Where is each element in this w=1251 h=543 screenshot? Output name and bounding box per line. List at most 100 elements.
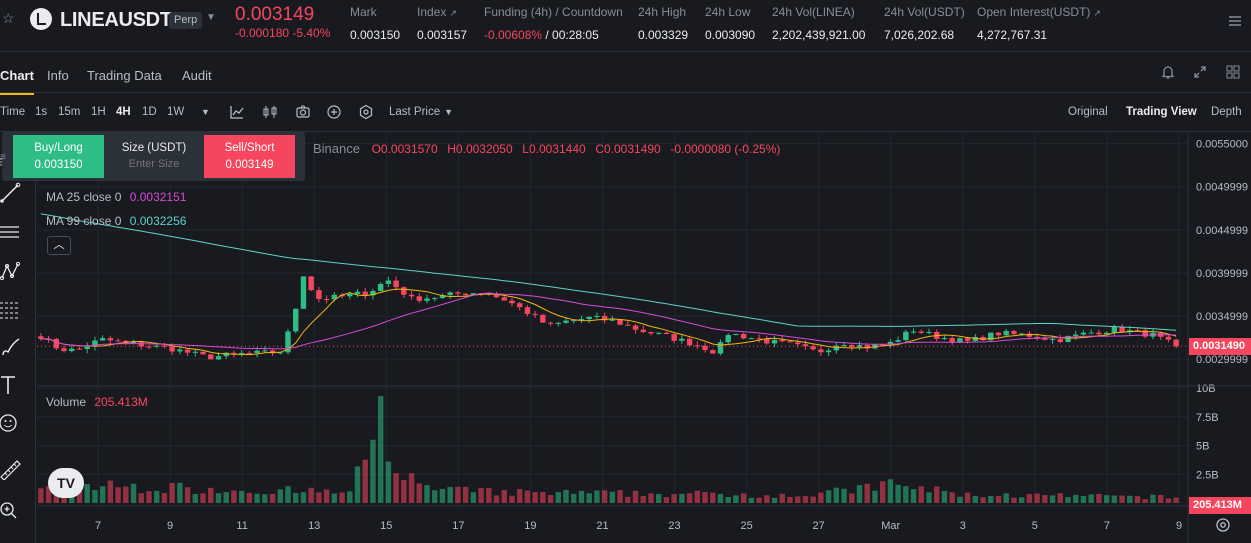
fullscreen-icon[interactable] [1192,64,1208,80]
candle-body [362,291,368,296]
stat-index[interactable]: Index ↗ 0.003157 [417,5,467,42]
tab-trading-data[interactable]: Trading Data [87,68,162,83]
interval-1w[interactable]: 1W [167,106,185,118]
ohlc-change: -0.0000080 (-0.25%) [670,142,781,156]
candle-body [439,295,446,299]
symbol-dropdown-icon[interactable]: ▼ [206,12,216,23]
candle-body [733,334,739,336]
volume-bar [910,489,917,503]
collapse-legend-button[interactable]: ︿ [47,236,71,255]
volume-bar [964,492,971,503]
zoom-icon[interactable] [0,500,22,522]
candle-body [957,338,963,343]
external-link-icon[interactable]: ↗ [1093,8,1101,18]
candle-body [501,297,507,301]
volume-bar [231,490,237,503]
emoji-icon[interactable] [0,412,22,434]
volume-bar [1065,497,1071,503]
chart-settings-icon[interactable] [1215,517,1231,533]
trend-line-icon[interactable] [0,182,22,204]
settings-hexagon-icon[interactable] [358,104,374,120]
ma25-legend[interactable]: MA 25 close 0 0.0032151 [46,190,186,204]
bell-icon[interactable] [1160,64,1176,80]
drawing-toolbar [0,133,36,543]
drag-handle-icon[interactable]: ≡ [0,152,6,163]
volume-bar [1119,495,1125,503]
sell-short-button[interactable]: Sell/Short 0.003149 [204,135,295,178]
stat-open-interest[interactable]: Open Interest(USDT) ↗ 4,272,767.31 [977,5,1101,42]
horizontal-lines-icon[interactable] [0,222,22,244]
volume-bar [710,492,716,503]
size-input[interactable] [109,158,199,170]
buy-long-button[interactable]: Buy/Long 0.003150 [13,135,104,178]
interval-time[interactable]: Time [0,106,26,118]
ruler-icon[interactable] [0,458,22,481]
volume-bar [84,483,90,503]
view-original[interactable]: Original [1068,106,1108,118]
indicator-icon[interactable] [229,104,245,120]
candle-body [238,352,245,354]
text-icon[interactable] [0,374,22,396]
pattern-icon[interactable] [0,260,22,282]
interval-4h[interactable]: 4H [116,106,131,118]
volume-bar [1003,493,1009,503]
favorite-star-icon[interactable]: ☆ [2,10,15,26]
candle-body [146,346,152,348]
volume-bar [331,493,338,503]
brush-icon[interactable] [0,336,22,358]
sell-price: 0.003149 [225,159,274,171]
external-link-icon[interactable]: ↗ [449,8,457,18]
candle-body [663,332,670,335]
volume-bar [76,488,83,503]
candle-body [818,349,824,353]
chevron-down-icon: ▼ [444,107,454,117]
candle-body [277,352,283,354]
interval-more-icon[interactable]: ▼ [201,107,210,117]
volume-bar [756,497,762,503]
view-trading-view[interactable]: Trading View [1126,106,1197,118]
tab-audit[interactable]: Audit [182,68,212,83]
ohlc-close: C0.0031490 [595,142,661,156]
interval-1s[interactable]: 1s [35,106,48,118]
interval-1h[interactable]: 1H [91,106,106,118]
ma99-legend[interactable]: MA 99 close 0 0.0032256 [46,214,186,228]
list-icon[interactable] [1228,14,1242,28]
volume-bar [246,492,253,503]
ohlc-legend: · Binance O0.0031570 H0.0032050 L0.00314… [301,141,780,156]
ohlc-high: H0.0032050 [447,142,513,156]
view-depth[interactable]: Depth [1211,106,1242,118]
price-type-select[interactable]: Last Price ▼ [389,106,453,118]
tab-info[interactable]: Info [47,68,69,83]
candle-body [300,276,307,309]
volume-bar [694,490,701,503]
candle-body [370,290,376,296]
volume-bar [493,495,500,503]
price-chart[interactable]: 0.0055000 0.0049999 0.0044999 0.0039999 0.00… [0,133,1251,543]
candle-body [262,350,268,352]
candle-body [215,356,222,360]
time-tick-label: 13 [308,520,320,532]
interval-15m[interactable]: 15m [58,106,81,118]
candle-body [354,291,361,294]
time-tick-label: 11 [236,520,247,532]
interval-1d[interactable]: 1D [142,106,157,118]
candle-body [1142,330,1148,337]
volume-bar [432,490,438,503]
layout-grid-icon[interactable] [1225,64,1241,80]
add-indicator-icon[interactable] [326,104,342,120]
volume-bar [238,490,245,503]
candle-body [918,331,924,333]
volume-bar [115,487,121,503]
ma99-label: MA 99 close 0 [46,214,122,228]
tab-chart[interactable]: Chart [0,68,34,95]
camera-icon[interactable] [295,104,311,120]
candle-body [377,284,384,291]
volume-bar [810,496,816,503]
candle-body [323,298,330,300]
chart-type-candle-icon[interactable] [262,104,278,120]
volume-bar [184,487,191,503]
volume-bar [1173,497,1179,503]
symbol-name[interactable]: LINEAUSDT [60,9,172,31]
time-tick-label: Mar [881,520,900,532]
volume-bar [462,486,469,503]
